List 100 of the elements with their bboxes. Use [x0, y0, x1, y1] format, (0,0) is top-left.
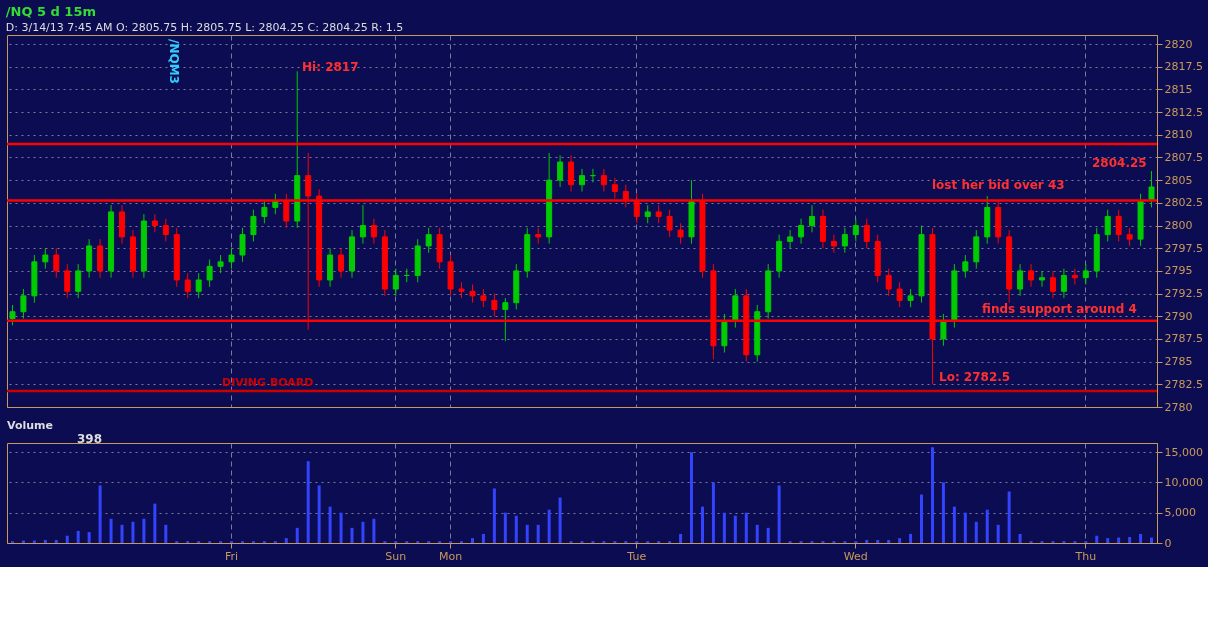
candlestick [962, 254, 969, 279]
annotation: lost her bid over 43 [932, 178, 1065, 192]
y-tick-label: 2805 [1164, 173, 1193, 187]
candlestick [64, 263, 71, 299]
candlestick [798, 218, 805, 245]
candlestick [392, 268, 399, 297]
candlestick [206, 259, 213, 288]
bar [952, 506, 956, 543]
candlestick [852, 218, 859, 242]
y-tick-label: 2797.5 [1164, 241, 1203, 255]
candlestick [250, 209, 257, 242]
bar [985, 509, 989, 543]
candlestick [469, 284, 476, 304]
candlestick [907, 288, 914, 308]
y-tick-label: 2780 [1164, 400, 1193, 414]
y-tick-label: 2815 [1164, 82, 1193, 96]
candlestick [1071, 268, 1078, 286]
candlestick [787, 229, 794, 249]
bar [76, 530, 80, 543]
bar [941, 482, 945, 543]
candlestick [195, 272, 202, 299]
candlestick [579, 168, 585, 193]
bar [1128, 536, 1132, 543]
annotation: Hi: 2817 [302, 60, 359, 74]
bar [65, 535, 69, 543]
x-tick-label: Sun [385, 549, 407, 563]
bar [98, 485, 102, 543]
chart-title: /NQ 5 d 15m [5, 4, 96, 19]
bar [876, 539, 880, 543]
bar [733, 515, 737, 543]
candlestick [53, 247, 60, 279]
candlestick [557, 154, 564, 188]
candlestick [1017, 263, 1024, 297]
candlestick [677, 222, 684, 245]
bar [547, 509, 551, 543]
annotation: 398 [77, 432, 103, 446]
candlestick [1049, 270, 1056, 299]
candlestick [940, 313, 947, 347]
bar [755, 524, 759, 543]
candlestick [655, 204, 662, 224]
y-tick-label: 2795 [1164, 264, 1193, 278]
bar [1095, 535, 1099, 543]
bar [722, 512, 726, 543]
candlestick [491, 293, 498, 317]
bar [558, 497, 562, 543]
y-tick-label: 5,000 [1164, 506, 1196, 520]
bar [43, 539, 47, 543]
x-tick-label: Wed [843, 549, 868, 563]
ref-line-label: DIVING BOARD [222, 376, 314, 390]
candlestick [75, 263, 82, 299]
candlestick [568, 154, 575, 193]
candlestick [1039, 270, 1045, 288]
candlestick [896, 281, 903, 308]
y-tick-label: 2812.5 [1164, 105, 1203, 119]
annotation: 2804.25 [1092, 156, 1147, 170]
bar [536, 524, 540, 543]
bar [503, 512, 507, 543]
candlestick [1148, 170, 1155, 208]
bar [930, 447, 934, 543]
bar [481, 533, 485, 543]
bar [295, 527, 299, 543]
bar [974, 521, 978, 543]
candlestick [830, 234, 837, 254]
bar [470, 538, 474, 543]
bar [865, 539, 869, 543]
bar [142, 518, 146, 543]
candlestick [162, 218, 169, 242]
annotation: finds support around 4 [982, 302, 1137, 316]
bar [744, 512, 748, 543]
candlestick [600, 168, 607, 193]
y-tick-label: 2807.5 [1164, 150, 1203, 164]
candlestick [425, 227, 432, 254]
candlestick [42, 247, 49, 270]
y-tick-label: 2817.5 [1164, 60, 1203, 74]
y-tick-label: 2820 [1164, 37, 1193, 51]
candlestick [217, 254, 224, 274]
x-tick-label: Fri [224, 549, 239, 563]
candlestick [228, 247, 235, 270]
candlestick [184, 272, 191, 299]
y-tick-label: 15,000 [1164, 445, 1203, 459]
bar [777, 485, 781, 543]
bar [120, 524, 124, 543]
bar [164, 524, 168, 543]
candlestick [239, 227, 246, 263]
bar [898, 538, 902, 543]
bar [361, 521, 365, 543]
bar [766, 527, 770, 543]
candlestick [644, 204, 651, 224]
candlestick [1082, 263, 1089, 286]
bar [1150, 537, 1154, 543]
bar [131, 521, 135, 543]
bar [153, 503, 157, 543]
bar [909, 533, 913, 543]
candlestick [666, 209, 673, 238]
bar [54, 539, 58, 543]
annotation: /NQM3 [167, 39, 181, 84]
bar [306, 461, 310, 543]
x-tick-label: Thu [1074, 549, 1097, 563]
bar [328, 506, 332, 543]
bar [109, 518, 113, 543]
